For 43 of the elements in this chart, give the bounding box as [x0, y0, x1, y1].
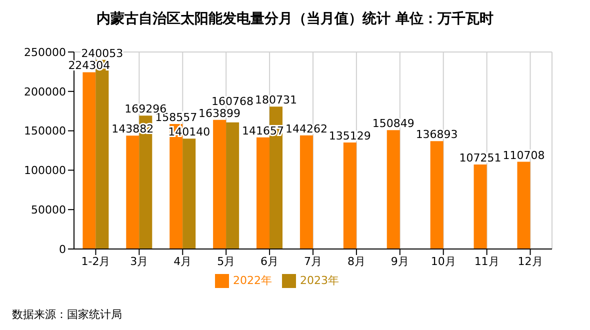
data-label: 107251 [459, 151, 502, 164]
x-tick-label: 3月 [130, 254, 148, 268]
x-tick-label: 6月 [260, 254, 279, 268]
bar [256, 137, 270, 249]
data-label: 150849 [372, 117, 414, 130]
x-tick-label: 10月 [430, 254, 456, 268]
y-tick-label: 50000 [31, 204, 66, 217]
y-tick-label: 0 [59, 242, 66, 256]
y-tick-label: 150000 [24, 124, 66, 138]
legend-label: 2023年 [300, 274, 339, 287]
bar [226, 122, 240, 249]
x-tick-label: 12月 [518, 254, 543, 268]
bar [213, 120, 226, 249]
x-tick-label: 9月 [390, 254, 409, 268]
y-tick-label: 200000 [24, 85, 66, 98]
data-label: 135129 [328, 130, 371, 143]
y-tick-label: 100000 [24, 164, 66, 178]
bar [474, 164, 487, 249]
bar [430, 141, 444, 249]
legend-label: 2022年 [233, 274, 272, 287]
data-label: 163899 [198, 106, 241, 120]
x-tick-label: 4月 [174, 254, 192, 268]
data-label: 144262 [285, 122, 328, 136]
data-label: 160768 [212, 94, 254, 108]
data-label: 110708 [502, 148, 545, 162]
data-label: 240053 [81, 46, 124, 60]
x-tick-label: 7月 [304, 254, 322, 268]
x-tick-label: 11月 [474, 254, 500, 268]
bar [343, 142, 356, 249]
bar [517, 162, 530, 249]
x-tick-label: 8月 [347, 254, 366, 268]
data-label: 180731 [255, 94, 298, 107]
bar [82, 72, 96, 249]
x-tick-label: 5月 [217, 254, 236, 268]
y-tick-label: 250000 [24, 46, 66, 59]
bar [386, 130, 400, 249]
bar [182, 138, 196, 249]
bar [126, 136, 140, 249]
bar [300, 135, 313, 249]
chart-title: 内蒙古自治区太阳能发电量分月（当月值）统计 单位：万千瓦时 [96, 10, 494, 29]
source-note: 数据来源：国家统计局 [12, 308, 122, 321]
data-label: 136893 [416, 128, 458, 142]
x-tick-label: 1-2月 [81, 254, 110, 268]
